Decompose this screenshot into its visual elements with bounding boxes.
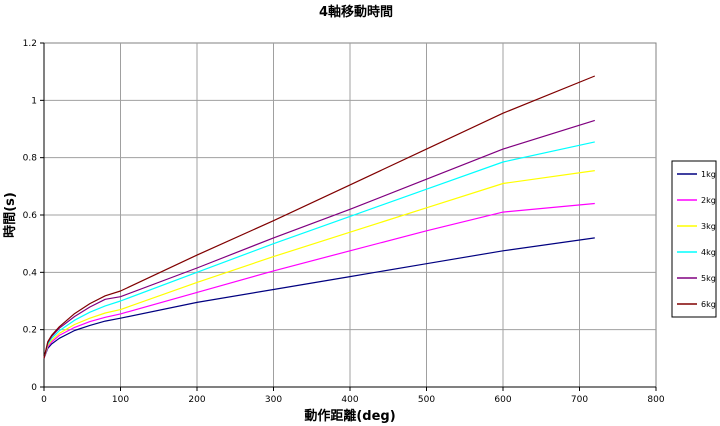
legend-label-5kg: 5kg xyxy=(701,274,716,283)
legend: 1kg 2kg 3kg 4kg 5kg 6kg xyxy=(671,160,717,318)
series-line-1kg xyxy=(43,237,595,359)
x-tick-label: 0 xyxy=(41,395,47,405)
y-tick-label: 0.6 xyxy=(23,211,38,221)
y-tick-label: 0.8 xyxy=(23,154,38,164)
x-tick-label: 300 xyxy=(265,395,282,405)
x-tick-label: 700 xyxy=(571,395,588,405)
series-line-4kg xyxy=(43,141,595,359)
x-tick-label: 100 xyxy=(112,395,129,405)
x-tick-label: 800 xyxy=(647,395,664,405)
series-lines xyxy=(43,75,596,359)
y-tick-label: 0 xyxy=(31,383,37,393)
y-tick-label: 0.2 xyxy=(23,326,37,336)
chart-title: 4軸移動時間 xyxy=(319,4,393,20)
y-tick-label: 1 xyxy=(31,96,37,106)
x-tick-label: 500 xyxy=(418,395,435,405)
x-tick-labels: 0 100 200 300 400 500 600 700 800 xyxy=(41,387,665,405)
x-tick-label: 600 xyxy=(494,395,511,405)
legend-box xyxy=(671,160,717,318)
x-tick-label: 400 xyxy=(341,395,358,405)
x-tick-label: 200 xyxy=(188,395,205,405)
y-tick-labels: 0 0.2 0.4 0.6 0.8 1 1.2 xyxy=(23,39,44,393)
series-line-3kg xyxy=(43,170,595,359)
grid xyxy=(43,43,656,388)
legend-label-1kg: 1kg xyxy=(701,170,716,179)
y-tick-label: 1.2 xyxy=(23,39,37,49)
series-line-5kg xyxy=(43,119,595,359)
x-axis-label: 動作距離(deg) xyxy=(304,408,395,424)
series-line-2kg xyxy=(43,202,595,359)
legend-label-2kg: 2kg xyxy=(701,196,716,205)
legend-label-3kg: 3kg xyxy=(701,222,716,231)
legend-label-6kg: 6kg xyxy=(701,300,716,309)
series-line-6kg xyxy=(43,75,596,359)
y-axis-label: 時間(s) xyxy=(2,192,18,238)
legend-label-4kg: 4kg xyxy=(701,248,716,257)
y-tick-label: 0.4 xyxy=(23,268,38,278)
